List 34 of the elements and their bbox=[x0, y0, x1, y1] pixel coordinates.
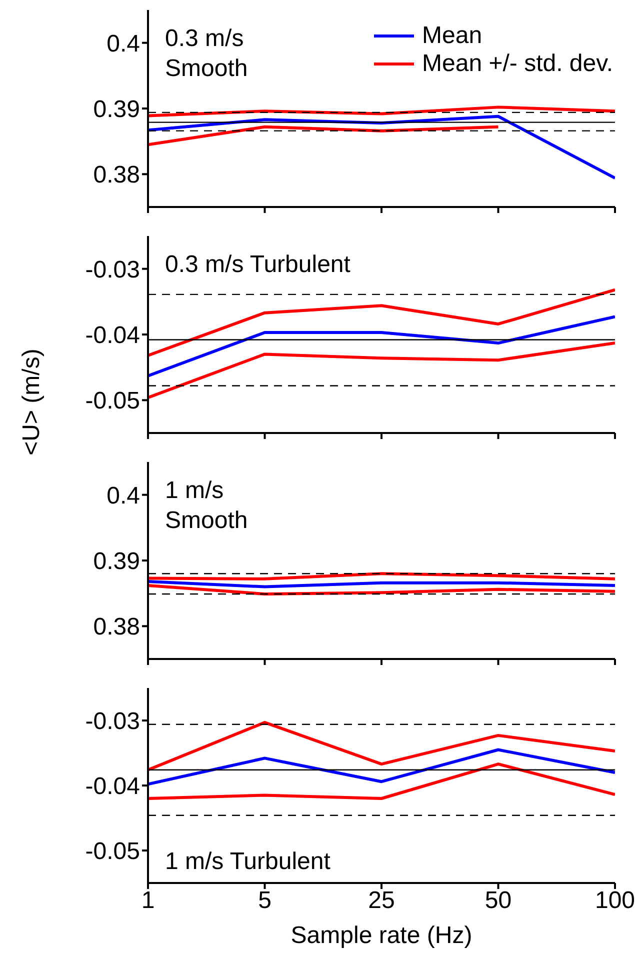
y-tick-label: 0.39 bbox=[93, 96, 140, 124]
x-tick-label: 25 bbox=[368, 887, 395, 914]
y-tick-label: 0.38 bbox=[93, 614, 140, 641]
legend-label: Mean bbox=[422, 22, 482, 50]
line-series bbox=[148, 748, 615, 786]
x-tick-label: 50 bbox=[484, 887, 512, 914]
line-series bbox=[148, 288, 615, 358]
y-tick-label: -0.04 bbox=[85, 773, 140, 800]
line-series bbox=[148, 315, 615, 378]
y-tick-label: -0.03 bbox=[85, 256, 140, 284]
annotation: Smooth bbox=[165, 54, 248, 84]
line-series bbox=[148, 584, 615, 596]
y-tick-label: 0.4 bbox=[106, 482, 140, 510]
annotation: Smooth bbox=[165, 506, 248, 536]
line-series bbox=[148, 762, 615, 800]
y-axis-title: <U> (m/s) bbox=[18, 348, 46, 456]
line-series bbox=[148, 342, 615, 400]
legend-label: Mean +/- std. dev. bbox=[422, 50, 613, 78]
y-tick-label: 0.38 bbox=[93, 162, 140, 189]
y-tick-label: -0.03 bbox=[85, 708, 140, 736]
x-axis-title: Sample rate (Hz) bbox=[290, 922, 474, 950]
x-tick-label: 5 bbox=[258, 887, 272, 914]
x-tick-label: 100 bbox=[594, 887, 635, 914]
y-tick-label: -0.05 bbox=[85, 388, 140, 415]
annotation: 1 m/s bbox=[165, 476, 225, 506]
annotation: 0.3 m/s bbox=[165, 24, 245, 54]
y-tick-label: -0.05 bbox=[85, 838, 140, 866]
y-tick-label: 0.39 bbox=[93, 548, 140, 576]
annotation: 1 m/s Turbulent bbox=[165, 847, 330, 877]
line-series bbox=[148, 720, 615, 772]
y-tick-label: -0.04 bbox=[85, 322, 140, 350]
annotation: 0.3 m/s Turbulent bbox=[165, 250, 350, 280]
y-tick-label: 0.4 bbox=[106, 30, 140, 58]
x-tick-label: 1 bbox=[141, 887, 155, 914]
